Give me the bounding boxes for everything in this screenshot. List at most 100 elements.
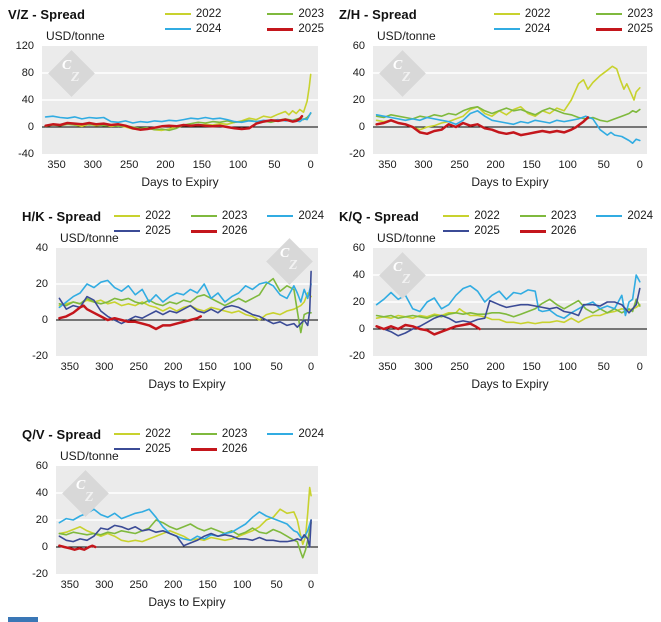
unit-label: USD/tonne xyxy=(377,29,436,43)
legend-item-2025: 2025 xyxy=(114,443,171,455)
legend-label: 2023 xyxy=(298,8,324,20)
chart-title: Z/H - Spread xyxy=(339,7,417,22)
x-tick-label: 150 xyxy=(192,159,211,171)
y-tick-label: 0 xyxy=(358,121,365,133)
legend-swatch xyxy=(443,215,470,217)
series-line-2022 xyxy=(375,65,641,131)
y-tick-label: 20 xyxy=(352,94,365,106)
x-tick-label: 150 xyxy=(198,579,217,591)
chart-vz-spread: V/Z - Spread USD/tonne 2022 2023 2024 2025 … xyxy=(2,4,330,200)
x-tick-label: 300 xyxy=(95,361,114,373)
x-tick-label: 250 xyxy=(450,361,469,373)
x-tick-label: 0 xyxy=(308,579,315,591)
plot-svg xyxy=(373,274,647,337)
legend-swatch xyxy=(596,13,623,15)
legend-label: 2024 xyxy=(524,23,551,35)
x-tick-label: 200 xyxy=(164,579,183,591)
y-axis-ticks: 40 20 0 -20 xyxy=(16,242,52,362)
legend-swatch xyxy=(190,215,217,217)
x-tick-label: 350 xyxy=(378,361,397,373)
y-tick-label: -20 xyxy=(32,568,48,580)
legend-item-2023: 2023 xyxy=(190,428,248,440)
unit-label: USD/tonne xyxy=(60,449,119,463)
x-tick-label: 200 xyxy=(486,361,505,373)
series-line-2026 xyxy=(58,544,97,551)
x-axis-title: Days to Expiry xyxy=(148,595,226,609)
legend-item-2024: 2024 xyxy=(164,23,221,35)
legend-label: 2023 xyxy=(221,210,248,222)
plot-svg xyxy=(373,65,647,144)
legend-item-2023: 2023 xyxy=(190,210,248,222)
legend: 2022 2023 2024 2025 xyxy=(493,8,653,35)
series-line-2024 xyxy=(58,508,312,542)
series-line-2025 xyxy=(375,116,590,137)
legend-swatch xyxy=(267,433,294,435)
series-line-2023 xyxy=(375,105,641,123)
series-line-2025 xyxy=(44,114,304,131)
legend-label: 2026 xyxy=(550,225,577,237)
y-tick-label: 20 xyxy=(35,514,48,526)
series-line-2024 xyxy=(375,110,641,144)
plot-area xyxy=(56,248,318,356)
plot-svg xyxy=(42,72,318,132)
x-tick-label: 50 xyxy=(597,361,610,373)
x-tick-label: 250 xyxy=(129,361,148,373)
x-tick-label: 150 xyxy=(522,361,541,373)
legend-label: 2025 xyxy=(298,23,324,35)
legend-swatch xyxy=(114,230,141,232)
series-line-2025 xyxy=(58,270,312,328)
legend-swatch xyxy=(596,215,623,217)
x-tick-label: 0 xyxy=(308,361,315,373)
chart-title: V/Z - Spread xyxy=(8,7,86,22)
legend-swatch xyxy=(596,27,623,31)
legend-item-2023: 2023 xyxy=(519,210,576,222)
legend-swatch xyxy=(164,28,191,30)
legend-label: 2026 xyxy=(221,225,248,237)
legend-label: 2023 xyxy=(221,428,248,440)
y-tick-label: -20 xyxy=(32,350,48,362)
series-line-2023 xyxy=(44,112,312,132)
chart-qv-spread: Q/V - Spread USD/tonne 2022 2023 2024 2025 2… xyxy=(16,424,330,620)
series-line-2023 xyxy=(58,277,312,334)
plot-area xyxy=(373,248,647,356)
legend: 2022 2023 2024 2025 xyxy=(164,8,324,35)
y-tick-label: 0 xyxy=(358,323,365,335)
y-tick-label: 40 xyxy=(352,67,365,79)
chart-zh-spread: Z/H - Spread USD/tonne 2022 2023 2024 2025 … xyxy=(333,4,659,200)
legend-swatch xyxy=(190,229,217,233)
legend-item-2024: 2024 xyxy=(267,428,324,440)
legend-label: 2022 xyxy=(145,210,171,222)
y-tick-label: 60 xyxy=(352,242,365,254)
plot-svg xyxy=(56,486,318,559)
legend-item-2025: 2025 xyxy=(267,23,324,35)
legend-item-2026: 2026 xyxy=(190,225,248,237)
chart-hk-spread: H/K - Spread USD/tonne 2022 2023 2024 2025 2… xyxy=(16,206,330,402)
x-axis-ticks: 350 300 250 200 150 100 50 0 xyxy=(42,159,318,172)
legend: 2022 2023 2024 2025 2026 xyxy=(114,210,324,237)
x-tick-label: 50 xyxy=(597,159,610,171)
legend-item-2023: 2023 xyxy=(596,8,653,20)
y-axis-ticks: 60 40 20 0 -20 xyxy=(333,40,369,160)
x-tick-label: 250 xyxy=(450,159,469,171)
y-tick-label: 60 xyxy=(35,460,48,472)
y-tick-label: 40 xyxy=(35,487,48,499)
legend: 2022 2023 2024 2025 2026 xyxy=(443,210,653,237)
legend-label: 2025 xyxy=(145,443,171,455)
legend-label: 2024 xyxy=(298,428,324,440)
x-tick-label: 250 xyxy=(129,579,148,591)
legend-swatch xyxy=(114,215,141,217)
x-tick-label: 0 xyxy=(636,361,643,373)
y-tick-label: 20 xyxy=(35,278,48,290)
footer-accent-partial xyxy=(8,617,38,622)
legend-swatch xyxy=(493,28,520,30)
x-tick-label: 200 xyxy=(164,361,183,373)
y-tick-label: -20 xyxy=(349,148,365,160)
legend-item-2024: 2024 xyxy=(267,210,324,222)
x-axis-ticks: 350 300 250 200 150 100 50 0 xyxy=(373,159,647,172)
x-tick-label: 350 xyxy=(60,579,79,591)
legend-item-2025: 2025 xyxy=(114,225,171,237)
x-tick-label: 100 xyxy=(232,579,252,591)
legend-label: 2025 xyxy=(474,225,500,237)
legend-label: 2022 xyxy=(524,8,551,20)
y-tick-label: 0 xyxy=(27,121,34,133)
